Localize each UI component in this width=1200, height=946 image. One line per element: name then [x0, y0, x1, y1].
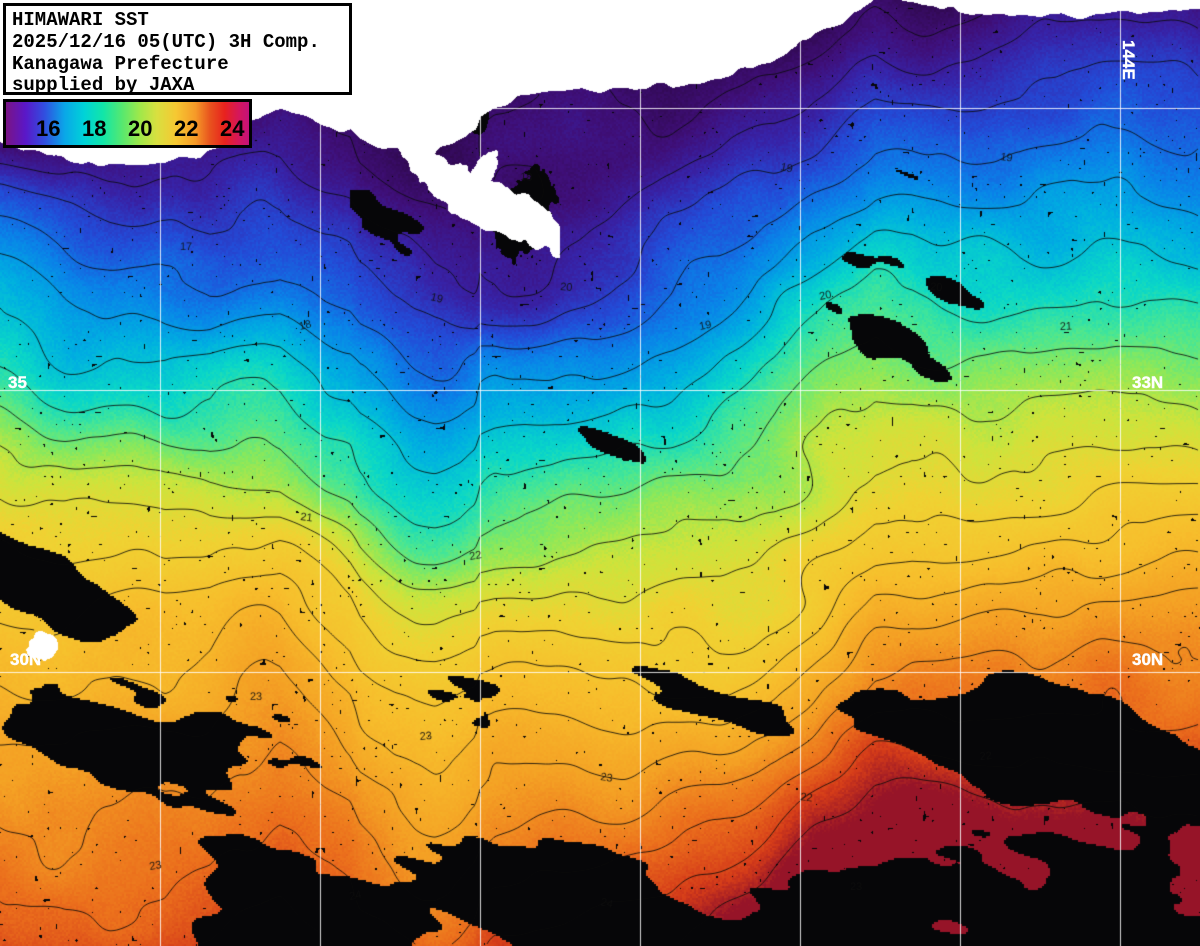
svg-text:24: 24	[220, 116, 245, 141]
svg-text:20: 20	[128, 116, 152, 141]
svg-text:16: 16	[36, 116, 60, 141]
svg-text:22: 22	[174, 116, 198, 141]
svg-text:18: 18	[82, 116, 106, 141]
